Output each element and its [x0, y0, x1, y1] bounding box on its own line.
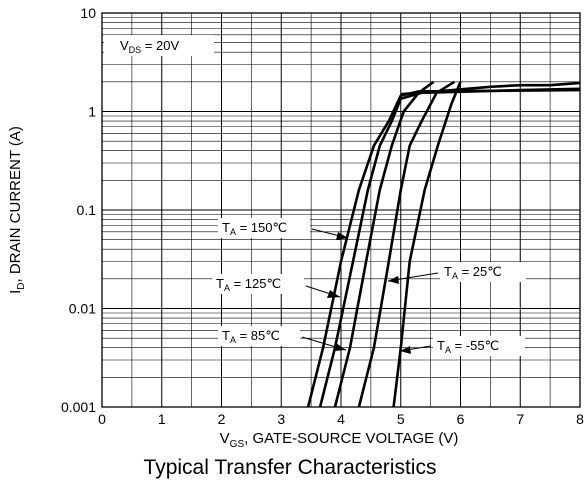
- series-line-5: [400, 81, 581, 96]
- x-tick-label: 3: [277, 411, 285, 427]
- plot-frame: [101, 12, 581, 408]
- x-tick-label: 4: [337, 411, 345, 427]
- x-tick-labels: 0 1 2 3 4 5 6 7 8: [98, 411, 584, 427]
- svg-text:TA = -55℃: TA = -55℃: [437, 338, 499, 355]
- x-tick-label: 1: [158, 411, 166, 427]
- series-line-2: [333, 80, 435, 408]
- x-axis-label: VGS, GATE-SOURCE VOLTAGE (V): [220, 430, 459, 450]
- svg-text:TA = 150℃: TA = 150℃: [222, 220, 287, 237]
- y-tick-label: 0.01: [69, 301, 96, 317]
- x-tick-label: 6: [457, 411, 465, 427]
- y-tick-labels: 0.001 0.01 0.1 1 10: [61, 5, 96, 415]
- series-label-minus55: TA = -55℃: [399, 336, 525, 356]
- condition-label: VDS = 20V: [120, 38, 179, 55]
- svg-text:TA = 85℃: TA = 85℃: [222, 328, 280, 345]
- y-tick-label: 1: [88, 104, 96, 120]
- condition-box: [104, 35, 214, 56]
- svg-text:TA = 125℃: TA = 125℃: [216, 276, 281, 293]
- x-tick-label: 8: [576, 411, 584, 427]
- x-tick-label: 7: [516, 411, 524, 427]
- series-label-150: TA = 150℃: [218, 218, 349, 240]
- x-tick-label: 5: [397, 411, 405, 427]
- series-annotations: TA = 150℃ TA = 125℃ TA = 85℃ TA = 25℃ TA…: [212, 218, 526, 356]
- series-line-0: [306, 88, 581, 408]
- series-line-3: [357, 80, 456, 408]
- series-label-125: TA = 125℃: [212, 274, 341, 298]
- svg-text:TA = 25℃: TA = 25℃: [444, 264, 502, 281]
- x-tick-label: 2: [218, 411, 226, 427]
- series-label-85: TA = 85℃: [218, 326, 347, 351]
- y-axis-label: ID, DRAIN CURRENT (A): [7, 126, 27, 294]
- y-tick-label: 0.1: [77, 202, 97, 218]
- y-tick-label: 0.001: [61, 399, 96, 415]
- x-tick-label: 0: [98, 411, 106, 427]
- y-tick-label: 10: [80, 5, 96, 21]
- series-label-25: TA = 25℃: [387, 262, 526, 284]
- curve-group: [306, 80, 581, 408]
- chart-title: Typical Transfer Characteristics: [144, 456, 437, 479]
- series-line-1: [318, 87, 581, 408]
- series-line-4: [392, 81, 462, 408]
